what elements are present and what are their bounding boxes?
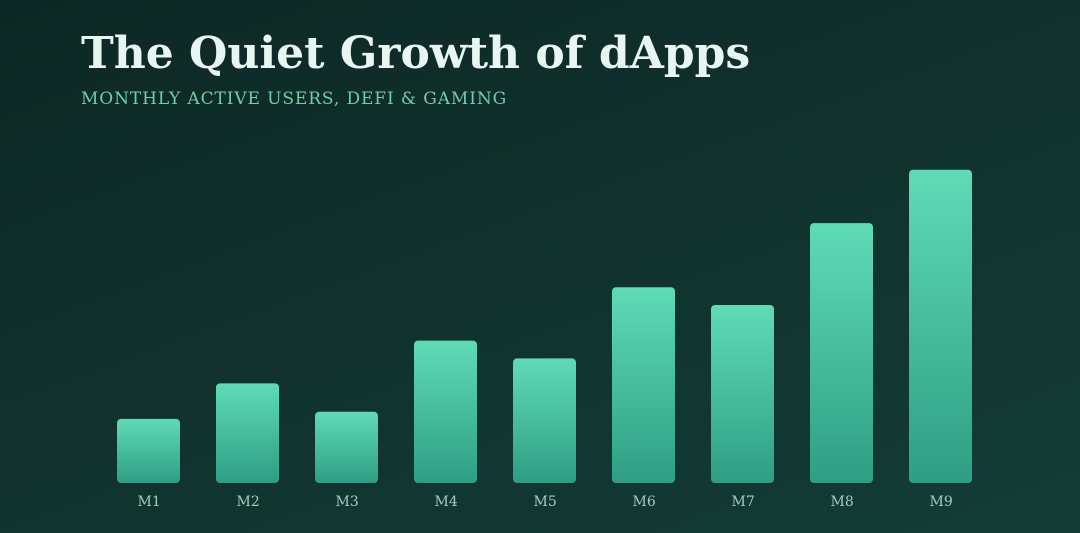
bar-m6 [612, 287, 675, 483]
bar-m7 [711, 305, 774, 483]
x-tick-label: M5 [534, 494, 557, 510]
x-tick-label: M7 [732, 494, 755, 510]
bar-m3 [315, 411, 378, 483]
chart-subtitle: MONTHLY ACTIVE USERS, DEFI & GAMING [81, 89, 508, 109]
x-tick-label: M4 [435, 494, 458, 510]
x-tick-label: M9 [930, 494, 953, 510]
bar-m2 [216, 383, 279, 483]
bar-m1 [117, 418, 180, 483]
bar-m8 [810, 223, 873, 483]
x-tick-label: M1 [138, 494, 161, 510]
x-tick-label: M3 [336, 494, 359, 510]
bars-group [117, 169, 972, 483]
bar-m4 [414, 340, 477, 483]
x-tick-label: M6 [633, 494, 656, 510]
bar-m9 [909, 169, 972, 483]
x-tick-label: M8 [831, 494, 854, 510]
x-tick-label: M2 [237, 494, 260, 510]
bar-m5 [513, 358, 576, 483]
chart-title: The Quiet Growth of dApps [81, 28, 751, 79]
x-tick-labels: M1 M2 M3 M4 M5 M6 M7 M8 M9 [138, 494, 953, 510]
